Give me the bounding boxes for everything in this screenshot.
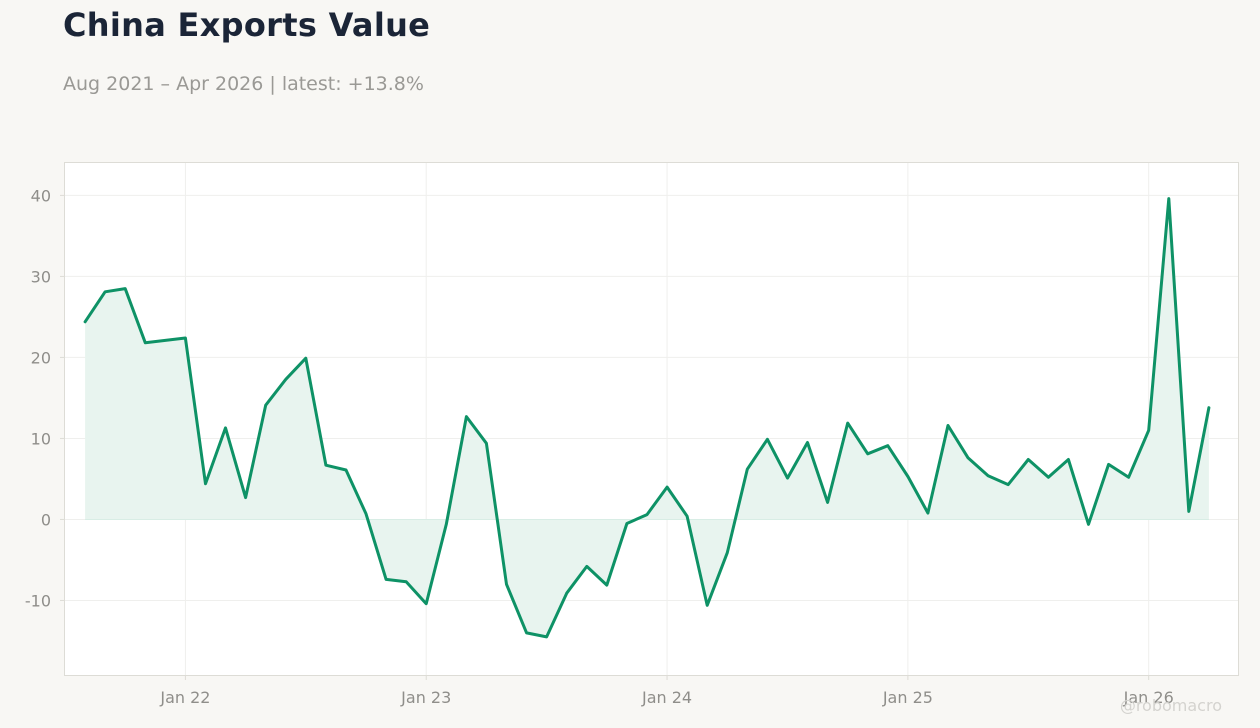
x-tick-label: Jan 25 — [882, 688, 933, 707]
area-fill-group — [85, 198, 1209, 637]
series-line — [83, 197, 1211, 639]
y-tick-label: -10 — [25, 591, 51, 610]
y-tick-label: 20 — [31, 348, 51, 367]
x-tick-label: Jan 24 — [641, 688, 692, 707]
x-tick-label: Jan 23 — [400, 688, 451, 707]
series-lines-group — [83, 197, 1211, 639]
x-axis: Jan 22 Jan 23 Jan 24 Jan 25 Jan 26 — [159, 675, 1174, 707]
watermark: @robomacro — [1119, 696, 1222, 715]
y-tick-label: 30 — [31, 267, 51, 286]
x-tick-label: Jan 26 — [1123, 688, 1174, 707]
chart-title: China Exports Value — [63, 6, 431, 44]
x-tick-label: Jan 22 — [159, 688, 210, 707]
y-tick-label: 10 — [31, 429, 51, 448]
series-area-fill — [85, 198, 1209, 637]
y-axis: 40 30 20 10 0 -10 — [25, 186, 65, 610]
chart-subtitle: Aug 2021 – Apr 2026 | latest: +13.8% — [63, 73, 424, 95]
plot-background — [64, 162, 1239, 676]
y-tick-label: 40 — [31, 186, 51, 205]
y-tick-label: 0 — [41, 510, 51, 529]
